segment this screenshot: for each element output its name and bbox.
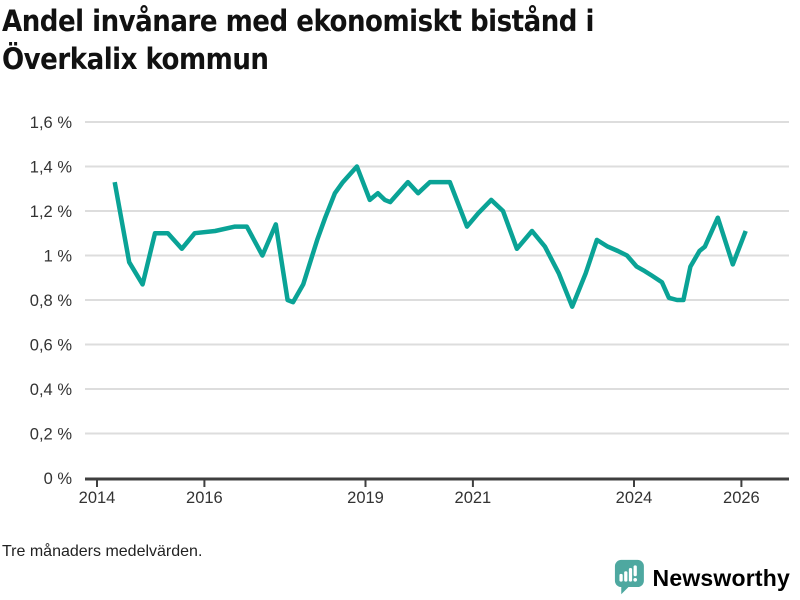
y-axis-label: 0,8 % — [30, 292, 73, 310]
bar-tall — [628, 568, 632, 582]
x-axis-label: 2014 — [79, 489, 116, 507]
data-line — [112, 164, 748, 309]
y-axis-label: 1,2 % — [30, 203, 73, 221]
bar-short — [618, 573, 623, 582]
y-axis-label: 0 % — [44, 470, 73, 488]
x-axis-label: 2024 — [616, 489, 653, 507]
y-axis-label: 1 % — [44, 248, 73, 266]
x-axis-label: 2021 — [455, 489, 492, 507]
bar-chart-speech-bubble-icon — [614, 559, 644, 595]
newsworthy-logo[interactable]: Newsworthy — [612, 559, 790, 595]
y-axis-label: 0,6 % — [30, 337, 73, 355]
x-axis-label: 2019 — [347, 489, 384, 507]
x-axis-label: 2016 — [186, 489, 223, 507]
page-title-line-2: Överkalix kommun — [2, 42, 269, 76]
page-title-line-1: Andel invånare med ekonomiskt bistånd i — [2, 4, 595, 38]
page-title: Andel invånare med ekonomiskt bistånd i … — [2, 2, 794, 78]
y-axis-label: 0,2 % — [30, 426, 73, 444]
y-axis-label: 0,4 % — [30, 381, 73, 399]
y-axis-label: 1,4 % — [30, 159, 73, 177]
y-axis-label: 1,6 % — [30, 114, 73, 132]
x-axis-label: 2026 — [723, 489, 760, 507]
bar-medium — [623, 571, 627, 582]
chart-footnote: Tre månaders medelvärden. — [2, 543, 203, 560]
exclamation-dot — [632, 578, 637, 582]
exclamation-bar — [633, 565, 637, 577]
newsworthy-logo-text: Newsworthy — [652, 564, 790, 591]
